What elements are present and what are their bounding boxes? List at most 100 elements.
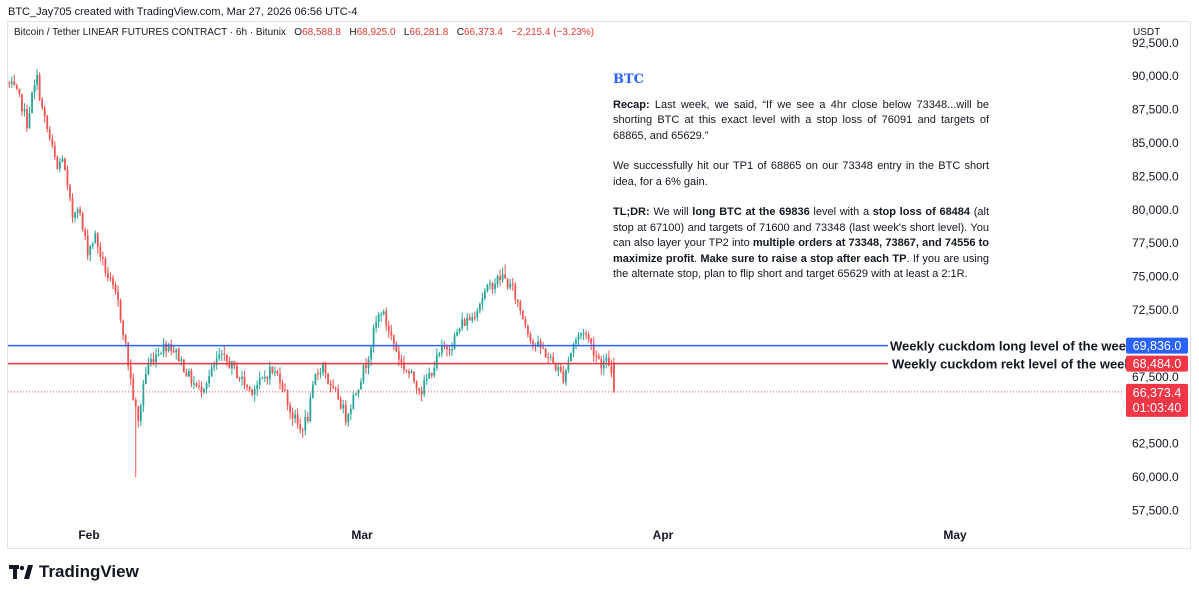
candle-body: [524, 319, 527, 326]
candle-body: [319, 372, 322, 375]
candle-body: [165, 343, 168, 351]
candle-body: [532, 341, 534, 345]
countdown-tag: 01:03:40: [1133, 401, 1182, 415]
candle-body: [385, 311, 388, 326]
candle-body: [415, 381, 418, 389]
candle-body: [468, 317, 471, 321]
currency-label[interactable]: USDT: [1133, 27, 1161, 38]
candle-body: [18, 88, 21, 95]
candle-body: [187, 370, 190, 377]
candle-body: [595, 355, 598, 357]
candle-body: [21, 94, 23, 112]
analysis-note: BTC Recap: Last week, we said, “If we se…: [613, 72, 989, 298]
note-result: We successfully hit our TP1 of 68865 on …: [613, 160, 989, 188]
candle-body: [10, 81, 13, 84]
candle-body: [101, 257, 104, 259]
candle-body: [582, 333, 585, 335]
candle-body: [491, 283, 494, 290]
candle-body: [48, 128, 51, 139]
candle-body: [446, 346, 448, 350]
y-tick-label: 75,000.0: [1132, 270, 1179, 284]
candle-body: [223, 353, 226, 355]
high-value: 68,925.0: [356, 27, 396, 38]
y-tick-label: 82,500.0: [1132, 169, 1179, 183]
candle-body: [162, 343, 165, 354]
candle-body: [322, 362, 324, 373]
tldr-text-3: (alt stop at 67100) and targets of 71600…: [613, 206, 990, 249]
candle-body: [516, 299, 519, 302]
candle-body: [317, 373, 319, 375]
candle-body: [332, 386, 335, 388]
tradingview-logo[interactable]: TradingView: [9, 562, 139, 582]
candle-body: [124, 335, 127, 343]
candle-body: [448, 349, 451, 351]
candle-body: [46, 116, 49, 129]
candle-body: [549, 356, 552, 358]
candle-body: [107, 272, 109, 278]
candle-body: [360, 381, 362, 390]
candle-body: [160, 353, 162, 355]
candle-body: [403, 362, 405, 370]
candle-body: [64, 158, 66, 170]
long-level-tag: 69,836.0: [1133, 339, 1182, 353]
candle-body: [352, 394, 355, 409]
candle-body: [529, 334, 532, 342]
tldr-bold-4: multiple orders at 73348, 73867, and 745…: [613, 237, 990, 265]
candle-body: [435, 355, 438, 368]
candle-body: [527, 325, 529, 335]
recap-text: Last week, we said, “If we see a 4hr clo…: [613, 98, 989, 142]
candle-body: [354, 393, 357, 395]
candle-body: [362, 365, 365, 382]
note-recap: Recap: Last week, we said, “If we see a …: [613, 98, 989, 145]
candle-body: [509, 283, 512, 288]
candle-body: [117, 291, 119, 301]
candle-body: [329, 383, 332, 387]
candle-body: [114, 284, 117, 292]
level-label: Weekly cuckdom rekt level of the week: [892, 357, 1132, 372]
candle-body: [613, 362, 615, 392]
candle-body: [147, 362, 150, 375]
candle-body: [521, 310, 524, 320]
candle-body: [557, 367, 560, 371]
candle-body: [489, 283, 491, 285]
low-label: L: [403, 27, 410, 38]
candle-body: [139, 405, 142, 422]
candle-body: [514, 284, 517, 300]
candle-body: [314, 373, 317, 385]
candle-body: [304, 416, 307, 431]
candle-body: [572, 343, 575, 353]
candle-body: [430, 372, 433, 376]
candle-body: [180, 359, 183, 362]
candle-body: [56, 157, 59, 169]
candle-body: [177, 349, 180, 362]
candle-body: [494, 283, 496, 290]
candle-body: [423, 380, 426, 395]
candle-body: [215, 358, 218, 366]
candle-body: [157, 354, 160, 356]
tldr-text-5: . If you are using the alternate stop, p…: [613, 252, 989, 281]
candle-body: [438, 353, 441, 356]
candle-body: [225, 354, 228, 362]
candle-body: [339, 399, 342, 409]
candle-body: [104, 258, 107, 273]
candle-body: [203, 388, 205, 392]
candle-body: [218, 354, 221, 359]
candle-body: [370, 347, 372, 360]
candle-body: [256, 384, 259, 390]
candle-body: [499, 276, 501, 281]
symbol-ohlc-line: Bitcoin / Tether LINEAR FUTURES CONTRACT…: [14, 27, 594, 38]
low-value: 66,281.8: [409, 27, 449, 38]
candle-body: [337, 389, 340, 400]
author-credit: BTC_Jay705 created with TradingView.com,…: [8, 6, 358, 18]
candle-body: [309, 397, 312, 422]
candle-body: [425, 378, 428, 381]
candle-body: [8, 82, 11, 84]
y-tick-label: 67,500.0: [1132, 370, 1179, 384]
recap-label: Recap:: [613, 98, 650, 111]
candle-body: [289, 405, 291, 413]
rekt-level-tag-bg: [1126, 355, 1188, 372]
candle-body: [504, 274, 507, 279]
candle-body: [89, 246, 92, 256]
candle-body: [539, 341, 542, 348]
